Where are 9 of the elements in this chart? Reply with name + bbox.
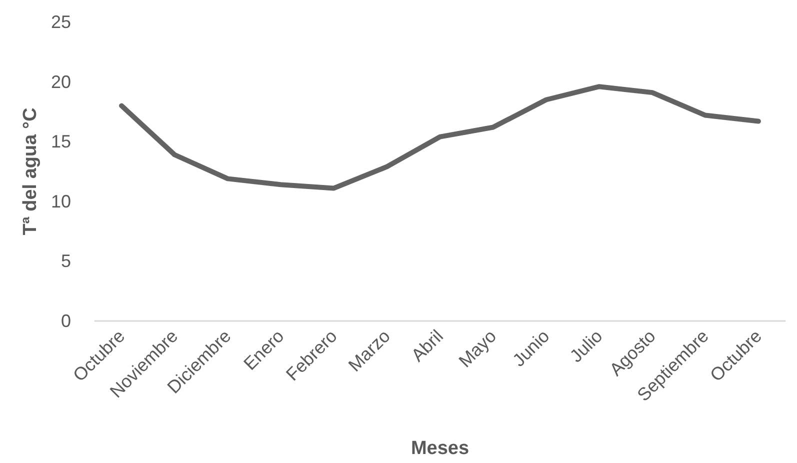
x-tick-label: Julio bbox=[566, 326, 606, 366]
y-tick-label: 15 bbox=[50, 132, 71, 152]
y-axis-title: Tª del agua °C bbox=[20, 107, 42, 236]
x-axis-title: Meses bbox=[410, 438, 470, 459]
y-tick-label: 5 bbox=[60, 251, 71, 272]
y-tick-label: 10 bbox=[50, 191, 71, 212]
y-tick-label: 25 bbox=[50, 12, 71, 32]
y-tick-label: 0 bbox=[60, 311, 71, 331]
y-tick-label: 20 bbox=[50, 72, 71, 92]
